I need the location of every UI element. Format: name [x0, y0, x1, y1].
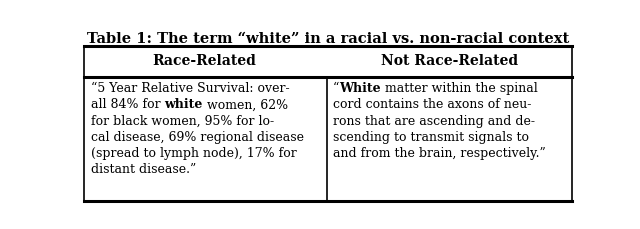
- Text: Table 1: The term “white” in a racial vs. non-racial context: Table 1: The term “white” in a racial vs…: [87, 32, 569, 46]
- Text: white: white: [164, 98, 203, 111]
- Text: rons that are ascending and de-: rons that are ascending and de-: [333, 114, 535, 128]
- Text: for black women, 95% for lo-: for black women, 95% for lo-: [91, 114, 274, 128]
- Text: and from the brain, respectively.”: and from the brain, respectively.”: [333, 147, 546, 160]
- Text: White: White: [339, 82, 381, 95]
- Text: “: “: [333, 82, 339, 95]
- Text: women, 62%: women, 62%: [203, 98, 288, 111]
- Text: cal disease, 69% regional disease: cal disease, 69% regional disease: [91, 131, 304, 144]
- Text: matter within the spinal: matter within the spinal: [381, 82, 538, 95]
- Text: Race-Related: Race-Related: [152, 54, 256, 68]
- Text: cord contains the axons of neu-: cord contains the axons of neu-: [333, 98, 531, 111]
- Text: Not Race-Related: Not Race-Related: [381, 54, 518, 68]
- Text: “5 Year Relative Survival: over-: “5 Year Relative Survival: over-: [91, 82, 289, 95]
- Text: distant disease.”: distant disease.”: [91, 163, 196, 176]
- Text: all 84% for: all 84% for: [91, 98, 164, 111]
- Text: scending to transmit signals to: scending to transmit signals to: [333, 131, 529, 144]
- Text: (spread to lymph node), 17% for: (spread to lymph node), 17% for: [91, 147, 297, 160]
